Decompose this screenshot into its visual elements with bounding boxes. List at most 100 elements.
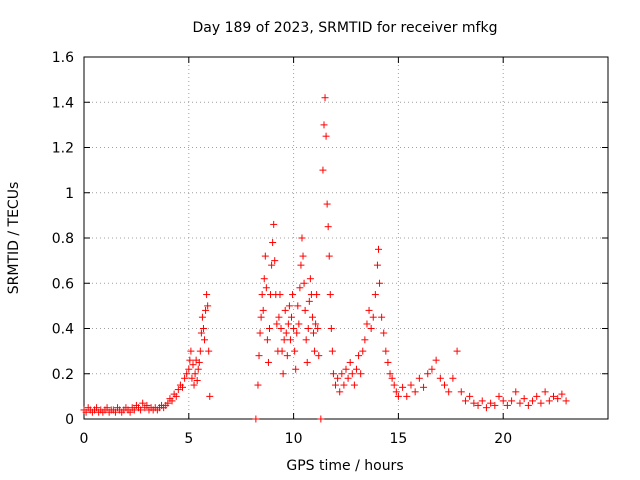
data-point: [312, 320, 320, 328]
data-point: [205, 347, 213, 355]
data-point: [285, 302, 293, 310]
data-point: [352, 365, 360, 373]
data-point: [371, 291, 379, 299]
data-point: [332, 381, 340, 389]
data-point: [327, 325, 335, 332]
data-point: [550, 392, 558, 400]
data-point: [342, 365, 350, 373]
data-point: [319, 166, 327, 174]
data-point: [388, 374, 396, 382]
grid-layer: [84, 57, 608, 419]
data-point: [503, 401, 511, 409]
data-point: [206, 392, 214, 400]
data-point: [164, 399, 172, 407]
data-point: [203, 291, 211, 299]
data-point: [270, 220, 278, 228]
data-point: [376, 279, 384, 287]
data-point: [193, 377, 201, 385]
y-tick-label: 1.6: [52, 50, 74, 66]
data-point: [424, 370, 432, 378]
data-point: [394, 392, 402, 400]
chart-title: Day 189 of 2023, SRMTID for receiver mfk…: [193, 20, 498, 36]
y-tick-label: 0.8: [52, 231, 74, 247]
data-point: [290, 325, 298, 332]
x-tick-label: 0: [80, 431, 89, 447]
data-point: [298, 234, 306, 242]
data-point: [344, 374, 352, 382]
data-point: [265, 325, 273, 332]
data-point: [311, 347, 319, 355]
data-point: [346, 358, 354, 366]
data-point: [369, 313, 377, 321]
data-point: [288, 313, 296, 321]
tick-layer: 0 0.2 0.4 0.6 0.8 1 1.2 1.4 1.6 0 5 10 15 20: [52, 50, 608, 447]
data-point: [338, 370, 346, 378]
y-axis-label: SRMTID / TECUs: [6, 182, 22, 295]
data-point: [189, 361, 197, 369]
data-point: [191, 370, 199, 378]
data-point: [386, 370, 394, 378]
data-point: [336, 388, 344, 396]
data-point: [202, 306, 210, 314]
data-point: [558, 390, 566, 398]
data-point: [262, 284, 270, 292]
data-point: [310, 329, 318, 337]
data-point: [324, 223, 332, 231]
data-point: [295, 320, 303, 328]
data-point: [554, 395, 562, 403]
y-tick-label: 0.4: [52, 322, 74, 338]
data-point: [407, 381, 415, 389]
data-point: [350, 381, 358, 389]
data-point: [254, 381, 262, 389]
data-point: [365, 306, 373, 314]
data-point: [308, 313, 316, 321]
data-point: [196, 347, 204, 355]
data-point: [323, 200, 331, 208]
data-point: [314, 325, 322, 332]
data-point: [541, 388, 549, 396]
y-tick-label: 0.2: [52, 367, 74, 383]
data-point: [187, 347, 195, 355]
data-point: [355, 352, 363, 360]
data-point: [304, 325, 312, 332]
data-point: [325, 252, 333, 260]
data-point: [470, 399, 478, 407]
data-point: [103, 404, 111, 412]
data-point: [277, 325, 285, 332]
data-point: [263, 336, 271, 344]
data-point: [188, 374, 196, 382]
data-point: [252, 415, 260, 423]
data-point: [194, 365, 202, 373]
data-point: [495, 392, 503, 400]
data-point: [363, 320, 371, 328]
data-point: [284, 320, 292, 328]
data-point: [441, 381, 449, 389]
data-point: [269, 239, 277, 247]
data-point: [329, 370, 337, 378]
data-point: [186, 356, 194, 364]
data-point: [275, 313, 283, 321]
x-tick-label: 20: [494, 431, 512, 447]
x-axis-label: GPS time / hours: [286, 458, 403, 474]
data-point: [428, 365, 436, 373]
data-point: [126, 408, 134, 416]
data-point: [82, 408, 90, 416]
data-point: [280, 336, 288, 344]
data-point: [537, 399, 545, 407]
data-point: [256, 329, 264, 337]
data-point: [321, 94, 329, 102]
data-point: [453, 347, 461, 355]
data-point: [315, 352, 323, 360]
data-point: [291, 347, 299, 355]
data-point: [281, 306, 289, 314]
data-point: [348, 370, 356, 378]
data-point: [130, 406, 138, 414]
data-point: [306, 275, 314, 283]
data-point: [378, 313, 386, 321]
data-point: [302, 336, 310, 344]
data-point: [195, 358, 203, 366]
data-point: [449, 374, 457, 382]
data-point: [181, 374, 189, 382]
data-point: [303, 358, 311, 366]
